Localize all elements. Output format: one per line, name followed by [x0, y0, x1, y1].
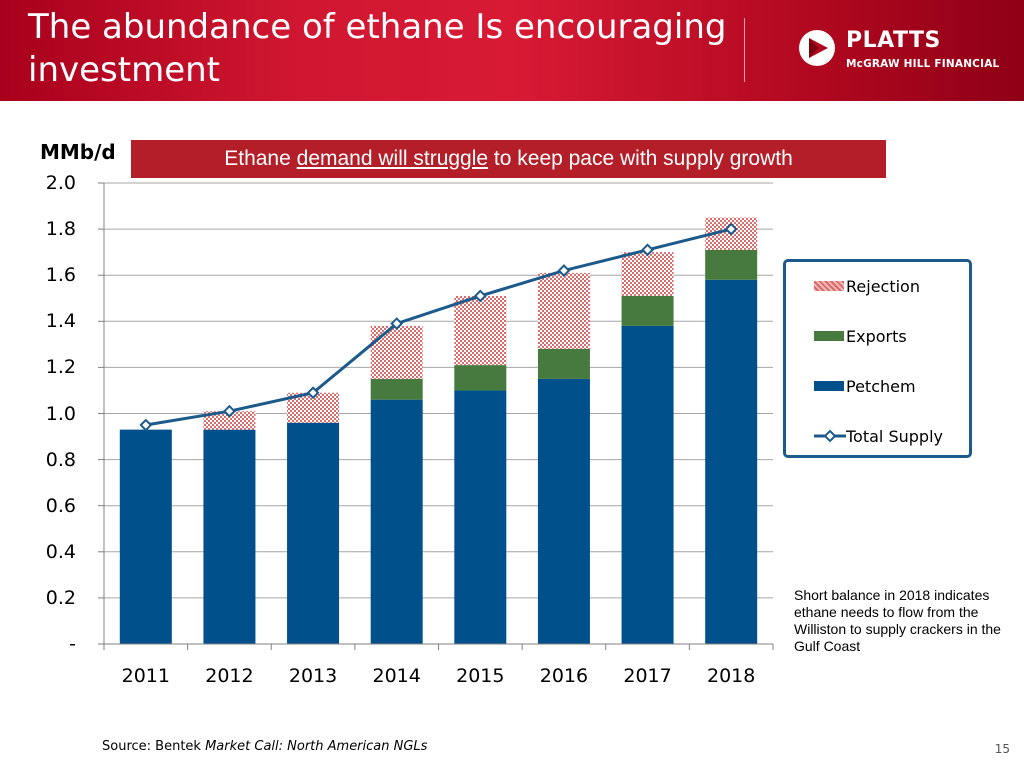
header-bar: The abundance of ethane Is encouraging i…	[0, 0, 1024, 101]
x-tick-label: 2017	[623, 665, 672, 687]
total-supply-point-2011	[139, 418, 153, 432]
bar-petchem-2012	[203, 429, 256, 644]
legend-label-rejection: Rejection	[846, 276, 920, 296]
y-tick-label: 1.0	[45, 402, 76, 425]
bar-rejection-2012	[203, 411, 256, 430]
bar-petchem-2014	[370, 399, 423, 644]
legend-item-petchem: Petchem	[814, 375, 916, 397]
bar-exports-2014	[370, 378, 423, 400]
total-supply-point-2018	[724, 222, 738, 236]
total-supply-point-2017	[641, 243, 654, 257]
x-tick-label: 2012	[205, 665, 254, 687]
bar-exports-2016	[537, 348, 590, 379]
x-tick-label: 2015	[456, 665, 505, 687]
legend-item-total-supply: Total Supply	[814, 425, 943, 447]
bar-rejection-2017	[621, 252, 674, 296]
bar-petchem-2013	[287, 422, 340, 644]
bar-petchem-2017	[621, 325, 674, 644]
legend-item-exports: Exports	[814, 325, 907, 347]
bar-petchem-2011	[119, 429, 172, 644]
total-supply-point-2016	[557, 264, 571, 278]
total-supply-point-2012	[223, 404, 236, 418]
y-tick-label: 2.0	[45, 172, 76, 194]
total-supply-line	[145, 227, 732, 427]
total-supply-point-2015	[473, 289, 487, 303]
source-citation: Source: Bentek Market Call: North Americ…	[102, 739, 427, 754]
y-tick-label: -	[69, 633, 76, 655]
bar-petchem-2016	[537, 378, 590, 644]
legend-label-petchem: Petchem	[846, 376, 916, 396]
source-title: Market Call: North American NGLs	[205, 739, 428, 754]
x-tick-label: 2013	[288, 665, 338, 687]
page-number: 15	[994, 742, 1010, 756]
legend-swatch-total-supply	[814, 429, 846, 443]
total-supply-point-2013	[306, 386, 320, 400]
bar-rejection-2015	[454, 295, 507, 366]
legend-label-exports: Exports	[846, 326, 907, 346]
bar-petchem-2015	[454, 390, 507, 644]
bar-exports-2018	[705, 249, 758, 280]
y-tick-label: 0.8	[45, 448, 76, 471]
y-tick-label: 1.4	[45, 310, 76, 333]
bar-exports-2017	[621, 295, 674, 326]
header-divider	[744, 18, 745, 82]
bar-rejection-2014	[370, 325, 423, 379]
legend-label-total-supply: Total Supply	[846, 426, 943, 446]
x-tick-label: 2018	[707, 665, 756, 687]
x-tick-label: 2016	[539, 665, 589, 687]
banner-suffix: to keep pace with supply growth	[488, 147, 793, 170]
brand-subtitle: McGRAW HILL FINANCIAL	[846, 58, 1000, 70]
x-tick-label: 2011	[121, 665, 170, 687]
legend-item-rejection: Rejection	[814, 275, 920, 297]
source-prefix: Source: Bentek	[102, 739, 206, 754]
y-tick-label: 0.2	[45, 586, 76, 609]
legend-swatch-petchem	[814, 381, 844, 391]
annotation-note: Short balance in 2018 indicates ethane n…	[794, 587, 1001, 654]
banner-emphasis: demand will struggle	[296, 147, 489, 170]
y-tick-label: 1.8	[45, 218, 76, 241]
bar-exports-2015	[454, 365, 507, 391]
x-tick-label: 2014	[372, 665, 421, 687]
legend-swatch-rejection	[814, 281, 844, 291]
brand-name: PLATTS	[846, 28, 941, 53]
bar-rejection-2016	[537, 272, 590, 349]
bar-petchem-2018	[705, 279, 758, 644]
y-tick-label: 0.6	[45, 494, 76, 517]
y-tick-label: 1.2	[45, 356, 76, 379]
y-tick-label: 1.6	[45, 264, 76, 287]
chart-legend: Rejection Exports Petchem Total Supply	[783, 259, 972, 458]
y-axis-unit-label: MMb/d	[40, 140, 116, 164]
headline-banner: Ethane demand will struggle to keep pace…	[131, 140, 886, 178]
y-tick-label: 0.4	[45, 540, 76, 563]
page-title: The abundance of ethane Is encouraging i…	[28, 7, 727, 90]
play-triangle-icon	[799, 30, 835, 66]
legend-swatch-exports	[814, 331, 844, 341]
banner-prefix: Ethane	[224, 147, 297, 170]
total-supply-point-2014	[390, 317, 404, 331]
